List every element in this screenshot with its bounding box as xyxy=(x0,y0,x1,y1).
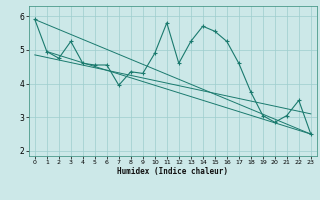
X-axis label: Humidex (Indice chaleur): Humidex (Indice chaleur) xyxy=(117,167,228,176)
